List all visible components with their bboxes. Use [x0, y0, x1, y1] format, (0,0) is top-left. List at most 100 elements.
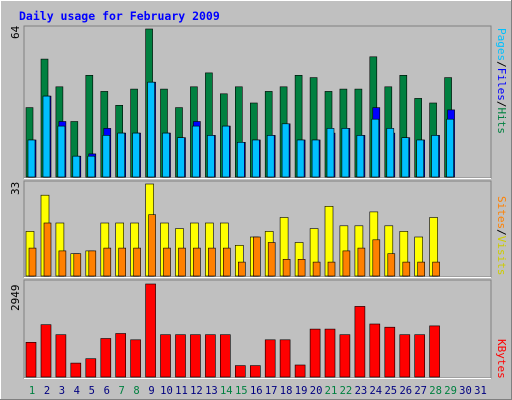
- pages-bar: [27, 139, 36, 178]
- sites-bar: [312, 261, 321, 277]
- kbytes-bar: [279, 339, 291, 378]
- kbytes-bar: [85, 358, 97, 378]
- day-label: 23: [355, 385, 368, 397]
- kbytes-bar: [25, 341, 37, 378]
- middle-panel-bars: [25, 183, 440, 277]
- pages-bar: [386, 128, 395, 178]
- kbytes-bar: [369, 323, 381, 378]
- kbytes-bar: [294, 364, 306, 378]
- pages-bar: [266, 135, 275, 178]
- sites-bar: [357, 247, 366, 277]
- pages-bar: [207, 135, 215, 178]
- sites-bar: [28, 247, 37, 277]
- sites-bar: [118, 247, 126, 277]
- sites-bar: [253, 236, 261, 277]
- kbytes-bar: [130, 339, 141, 378]
- sites-bar: [208, 247, 216, 277]
- bottom-panel-max-tick-label: 2949: [9, 285, 22, 312]
- kbytes-bar: [309, 328, 321, 378]
- kbytes-bar: [354, 306, 366, 378]
- pages-bar: [356, 135, 365, 178]
- sites-bar: [238, 261, 246, 277]
- top-legend: Pages/Files/Hits: [495, 28, 508, 134]
- day-label: 16: [250, 385, 263, 397]
- kbytes-bar: [220, 334, 231, 378]
- legend-visits: Visits: [495, 236, 508, 276]
- legend-separator: /: [495, 101, 508, 108]
- bottom-legend-kbytes: KBytes: [495, 339, 508, 379]
- kbytes-bar: [115, 333, 126, 378]
- kbytes-bar: [399, 334, 411, 378]
- legend-hits: Hits: [495, 108, 508, 135]
- day-label: 9: [148, 385, 154, 397]
- sites-bar: [73, 253, 82, 277]
- day-label: 30: [459, 385, 472, 397]
- sites-bar: [148, 214, 156, 277]
- pages-bar: [401, 137, 410, 178]
- sites-bar: [133, 247, 141, 277]
- pages-bar: [237, 142, 245, 178]
- pages-bar: [57, 125, 66, 178]
- sites-bar: [223, 247, 231, 277]
- top-panel-max-tick-label: 64: [9, 25, 22, 39]
- kbytes-bar: [40, 324, 52, 378]
- pages-bar: [117, 132, 125, 178]
- day-label: 25: [384, 385, 397, 397]
- day-label: 17: [265, 385, 278, 397]
- day-label: 24: [369, 385, 382, 397]
- day-label: 20: [310, 385, 323, 397]
- sites-bar: [297, 258, 306, 277]
- sites-bar: [402, 261, 411, 277]
- legend-separator: /: [495, 61, 508, 68]
- pages-bar: [162, 132, 170, 178]
- legend-sites: Sites: [495, 196, 508, 229]
- day-label: 26: [399, 385, 412, 397]
- sites-bar: [163, 247, 171, 277]
- kbytes-bar: [414, 334, 426, 378]
- legend-pages: Pages: [495, 28, 508, 61]
- day-label: 27: [414, 385, 427, 397]
- day-label: 3: [59, 385, 65, 397]
- kbytes-bar: [384, 326, 396, 378]
- sites-bar: [267, 242, 276, 277]
- kbytes-bar: [205, 334, 216, 378]
- sites-bar: [372, 239, 381, 277]
- day-label: 28: [429, 385, 442, 397]
- kbytes-bar: [175, 334, 186, 378]
- day-label: 10: [160, 385, 173, 397]
- pages-bar: [102, 135, 111, 178]
- pages-bar: [72, 155, 81, 178]
- pages-bar: [296, 139, 305, 178]
- sites-bar: [417, 261, 426, 277]
- pages-bar: [222, 125, 230, 178]
- kbytes-bar: [429, 325, 440, 378]
- pages-bar: [192, 125, 200, 178]
- middle-legend: Sites/Visits: [495, 196, 508, 276]
- visits-sites-panel: [23, 180, 492, 278]
- sites-bar: [43, 222, 52, 277]
- kbytes-bar: [250, 365, 261, 378]
- middle-panel-max-tick-label: 33: [9, 182, 22, 195]
- kbytes-bar: [70, 362, 82, 378]
- day-label: 2: [44, 385, 50, 397]
- day-label: 15: [235, 385, 248, 397]
- pages-bar: [252, 139, 260, 178]
- pages-bar: [281, 123, 290, 178]
- kbytes-bar: [339, 334, 351, 378]
- kbytes-bar: [160, 334, 171, 378]
- pages-bar: [42, 95, 51, 178]
- day-label: 6: [104, 385, 110, 397]
- kbytes-bar: [100, 338, 112, 378]
- day-label: 8: [133, 385, 139, 397]
- pages-bar: [446, 118, 454, 178]
- sites-bar: [58, 250, 67, 277]
- day-label: 11: [175, 385, 188, 397]
- sites-bar: [327, 261, 336, 277]
- sites-bar: [88, 250, 97, 277]
- legend-files: Files: [495, 68, 508, 101]
- pages-bar: [311, 139, 320, 178]
- day-label: 7: [119, 385, 125, 397]
- pages-bar: [177, 137, 185, 178]
